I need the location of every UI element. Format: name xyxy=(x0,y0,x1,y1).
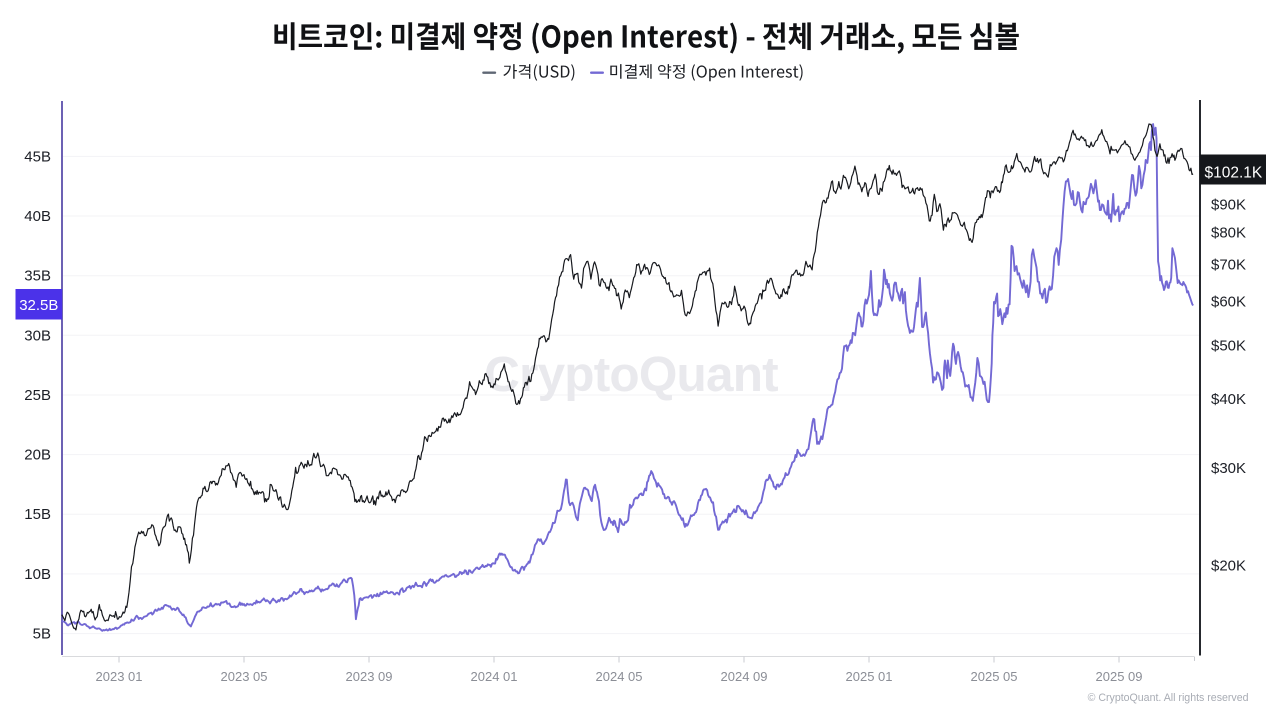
svg-text:2024 09: 2024 09 xyxy=(721,669,768,684)
svg-text:2024 01: 2024 01 xyxy=(471,669,518,684)
svg-text:$90K: $90K xyxy=(1211,196,1246,213)
svg-text:20B: 20B xyxy=(24,447,51,464)
svg-text:25B: 25B xyxy=(24,387,51,404)
svg-text:$80K: $80K xyxy=(1211,225,1246,242)
svg-text:45B: 45B xyxy=(24,148,51,165)
svg-text:CryptoQuant: CryptoQuant xyxy=(484,347,778,402)
svg-text:$60K: $60K xyxy=(1211,294,1246,311)
svg-text:2023 01: 2023 01 xyxy=(96,669,143,684)
svg-text:$50K: $50K xyxy=(1211,338,1246,355)
svg-text:2025 01: 2025 01 xyxy=(846,669,893,684)
svg-text:35B: 35B xyxy=(24,268,51,285)
svg-text:$20K: $20K xyxy=(1211,558,1246,575)
svg-text:5B: 5B xyxy=(33,626,51,643)
svg-text:2024 05: 2024 05 xyxy=(596,669,643,684)
svg-text:© CryptoQuant. All rights rese: © CryptoQuant. All rights reserved xyxy=(1088,692,1249,704)
svg-text:15B: 15B xyxy=(24,506,51,523)
svg-text:40B: 40B xyxy=(24,208,51,225)
svg-text:32.5B: 32.5B xyxy=(19,297,58,314)
svg-text:2025 05: 2025 05 xyxy=(971,669,1018,684)
svg-text:$70K: $70K xyxy=(1211,257,1246,274)
svg-text:30B: 30B xyxy=(24,327,51,344)
svg-text:2025 09: 2025 09 xyxy=(1096,669,1143,684)
svg-text:$40K: $40K xyxy=(1211,391,1246,408)
svg-text:$30K: $30K xyxy=(1211,460,1246,477)
svg-text:2023 09: 2023 09 xyxy=(346,669,393,684)
svg-text:2023 05: 2023 05 xyxy=(221,669,268,684)
svg-text:10B: 10B xyxy=(24,566,51,583)
svg-text:$102.1K: $102.1K xyxy=(1205,165,1263,182)
